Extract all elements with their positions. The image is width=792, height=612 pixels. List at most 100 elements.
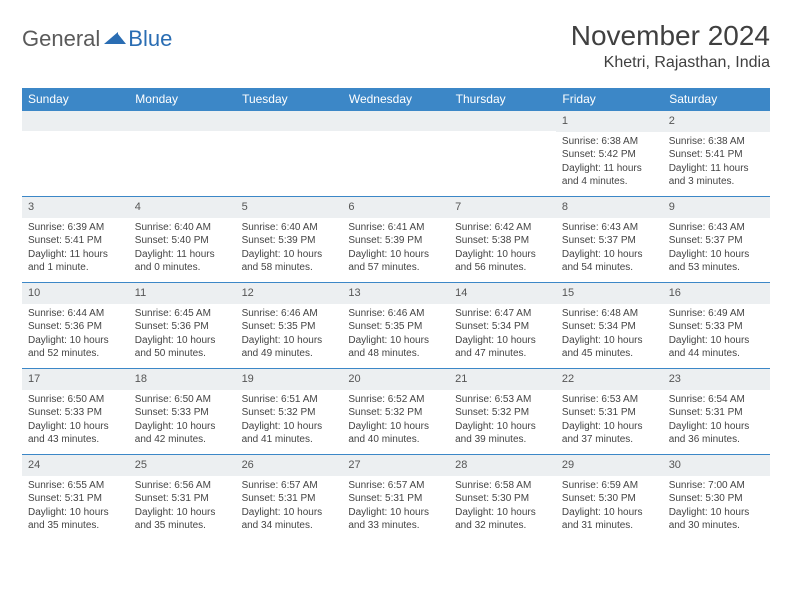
day-body: Sunrise: 6:55 AMSunset: 5:31 PMDaylight:… xyxy=(22,476,129,537)
sunset-text: Sunset: 5:35 PM xyxy=(242,320,337,334)
sunrise-text: Sunrise: 6:57 AM xyxy=(242,479,337,493)
day-cell: 3Sunrise: 6:39 AMSunset: 5:41 PMDaylight… xyxy=(22,197,129,283)
empty-cell xyxy=(449,111,556,197)
day-number: 23 xyxy=(663,369,770,390)
day-body: Sunrise: 6:45 AMSunset: 5:36 PMDaylight:… xyxy=(129,304,236,365)
day-body: Sunrise: 6:40 AMSunset: 5:40 PMDaylight:… xyxy=(129,218,236,279)
sunset-text: Sunset: 5:31 PM xyxy=(242,492,337,506)
day-body: Sunrise: 6:58 AMSunset: 5:30 PMDaylight:… xyxy=(449,476,556,537)
daylight-text: Daylight: 11 hours and 4 minutes. xyxy=(562,162,657,189)
daylight-text: Daylight: 10 hours and 48 minutes. xyxy=(348,334,443,361)
daylight-text: Daylight: 10 hours and 30 minutes. xyxy=(669,506,764,533)
daylight-text: Daylight: 10 hours and 44 minutes. xyxy=(669,334,764,361)
sunset-text: Sunset: 5:32 PM xyxy=(455,406,550,420)
day-body: Sunrise: 6:41 AMSunset: 5:39 PMDaylight:… xyxy=(342,218,449,279)
sunrise-text: Sunrise: 7:00 AM xyxy=(669,479,764,493)
day-cell: 26Sunrise: 6:57 AMSunset: 5:31 PMDayligh… xyxy=(236,455,343,541)
sunset-text: Sunset: 5:33 PM xyxy=(135,406,230,420)
sunrise-text: Sunrise: 6:46 AM xyxy=(348,307,443,321)
sunset-text: Sunset: 5:32 PM xyxy=(348,406,443,420)
empty-cell xyxy=(129,111,236,197)
location: Khetri, Rajasthan, India xyxy=(571,54,770,72)
day-body: Sunrise: 6:50 AMSunset: 5:33 PMDaylight:… xyxy=(129,390,236,451)
day-number: 28 xyxy=(449,455,556,476)
daylight-text: Daylight: 11 hours and 3 minutes. xyxy=(669,162,764,189)
day-number: 19 xyxy=(236,369,343,390)
daylight-text: Daylight: 10 hours and 39 minutes. xyxy=(455,420,550,447)
sunrise-text: Sunrise: 6:58 AM xyxy=(455,479,550,493)
day-number xyxy=(449,111,556,131)
day-cell: 17Sunrise: 6:50 AMSunset: 5:33 PMDayligh… xyxy=(22,369,129,455)
daylight-text: Daylight: 10 hours and 58 minutes. xyxy=(242,248,337,275)
week-row: 10Sunrise: 6:44 AMSunset: 5:36 PMDayligh… xyxy=(22,283,770,369)
sunrise-text: Sunrise: 6:52 AM xyxy=(348,393,443,407)
sunrise-text: Sunrise: 6:56 AM xyxy=(135,479,230,493)
day-number: 15 xyxy=(556,283,663,304)
day-number: 9 xyxy=(663,197,770,218)
sunrise-text: Sunrise: 6:40 AM xyxy=(242,221,337,235)
sunset-text: Sunset: 5:30 PM xyxy=(669,492,764,506)
day-cell: 25Sunrise: 6:56 AMSunset: 5:31 PMDayligh… xyxy=(129,455,236,541)
day-number: 6 xyxy=(342,197,449,218)
day-number: 16 xyxy=(663,283,770,304)
sunset-text: Sunset: 5:39 PM xyxy=(348,234,443,248)
week-row: 1Sunrise: 6:38 AMSunset: 5:42 PMDaylight… xyxy=(22,111,770,197)
day-header: Wednesday xyxy=(342,88,449,111)
logo-text-blue: Blue xyxy=(128,26,172,52)
day-cell: 24Sunrise: 6:55 AMSunset: 5:31 PMDayligh… xyxy=(22,455,129,541)
empty-cell xyxy=(236,111,343,197)
day-cell: 18Sunrise: 6:50 AMSunset: 5:33 PMDayligh… xyxy=(129,369,236,455)
day-body: Sunrise: 6:38 AMSunset: 5:41 PMDaylight:… xyxy=(663,132,770,193)
day-number: 5 xyxy=(236,197,343,218)
day-cell: 6Sunrise: 6:41 AMSunset: 5:39 PMDaylight… xyxy=(342,197,449,283)
day-body: Sunrise: 6:57 AMSunset: 5:31 PMDaylight:… xyxy=(342,476,449,537)
daylight-text: Daylight: 10 hours and 36 minutes. xyxy=(669,420,764,447)
sunrise-text: Sunrise: 6:43 AM xyxy=(562,221,657,235)
daylight-text: Daylight: 10 hours and 57 minutes. xyxy=(348,248,443,275)
day-cell: 12Sunrise: 6:46 AMSunset: 5:35 PMDayligh… xyxy=(236,283,343,369)
day-body: Sunrise: 6:52 AMSunset: 5:32 PMDaylight:… xyxy=(342,390,449,451)
sunset-text: Sunset: 5:34 PM xyxy=(455,320,550,334)
sunset-text: Sunset: 5:40 PM xyxy=(135,234,230,248)
day-body: Sunrise: 6:53 AMSunset: 5:31 PMDaylight:… xyxy=(556,390,663,451)
day-cell: 7Sunrise: 6:42 AMSunset: 5:38 PMDaylight… xyxy=(449,197,556,283)
day-cell: 9Sunrise: 6:43 AMSunset: 5:37 PMDaylight… xyxy=(663,197,770,283)
day-number: 14 xyxy=(449,283,556,304)
day-body: Sunrise: 6:43 AMSunset: 5:37 PMDaylight:… xyxy=(663,218,770,279)
day-body: Sunrise: 6:46 AMSunset: 5:35 PMDaylight:… xyxy=(342,304,449,365)
daylight-text: Daylight: 10 hours and 42 minutes. xyxy=(135,420,230,447)
sunrise-text: Sunrise: 6:54 AM xyxy=(669,393,764,407)
sunset-text: Sunset: 5:31 PM xyxy=(669,406,764,420)
day-body: Sunrise: 6:49 AMSunset: 5:33 PMDaylight:… xyxy=(663,304,770,365)
sunset-text: Sunset: 5:33 PM xyxy=(669,320,764,334)
day-cell: 14Sunrise: 6:47 AMSunset: 5:34 PMDayligh… xyxy=(449,283,556,369)
day-body: Sunrise: 6:43 AMSunset: 5:37 PMDaylight:… xyxy=(556,218,663,279)
sunset-text: Sunset: 5:37 PM xyxy=(562,234,657,248)
day-header: Monday xyxy=(129,88,236,111)
day-number: 27 xyxy=(342,455,449,476)
logo-mark-icon xyxy=(104,28,126,51)
day-body: Sunrise: 6:39 AMSunset: 5:41 PMDaylight:… xyxy=(22,218,129,279)
sunrise-text: Sunrise: 6:47 AM xyxy=(455,307,550,321)
day-number: 13 xyxy=(342,283,449,304)
day-body: Sunrise: 6:59 AMSunset: 5:30 PMDaylight:… xyxy=(556,476,663,537)
day-body: Sunrise: 6:46 AMSunset: 5:35 PMDaylight:… xyxy=(236,304,343,365)
daylight-text: Daylight: 10 hours and 45 minutes. xyxy=(562,334,657,361)
day-number: 22 xyxy=(556,369,663,390)
sunset-text: Sunset: 5:30 PM xyxy=(562,492,657,506)
day-body: Sunrise: 6:57 AMSunset: 5:31 PMDaylight:… xyxy=(236,476,343,537)
day-number: 7 xyxy=(449,197,556,218)
sunset-text: Sunset: 5:37 PM xyxy=(669,234,764,248)
sunset-text: Sunset: 5:41 PM xyxy=(669,148,764,162)
title-block: November 2024 Khetri, Rajasthan, India xyxy=(571,20,770,72)
daylight-text: Daylight: 10 hours and 34 minutes. xyxy=(242,506,337,533)
day-number xyxy=(129,111,236,131)
day-cell: 19Sunrise: 6:51 AMSunset: 5:32 PMDayligh… xyxy=(236,369,343,455)
day-cell: 22Sunrise: 6:53 AMSunset: 5:31 PMDayligh… xyxy=(556,369,663,455)
day-cell: 27Sunrise: 6:57 AMSunset: 5:31 PMDayligh… xyxy=(342,455,449,541)
sunrise-text: Sunrise: 6:55 AM xyxy=(28,479,123,493)
day-number xyxy=(342,111,449,131)
day-body: Sunrise: 6:51 AMSunset: 5:32 PMDaylight:… xyxy=(236,390,343,451)
daylight-text: Daylight: 10 hours and 37 minutes. xyxy=(562,420,657,447)
daylight-text: Daylight: 11 hours and 0 minutes. xyxy=(135,248,230,275)
